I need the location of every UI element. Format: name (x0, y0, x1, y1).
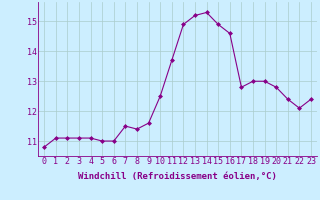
X-axis label: Windchill (Refroidissement éolien,°C): Windchill (Refroidissement éolien,°C) (78, 172, 277, 181)
